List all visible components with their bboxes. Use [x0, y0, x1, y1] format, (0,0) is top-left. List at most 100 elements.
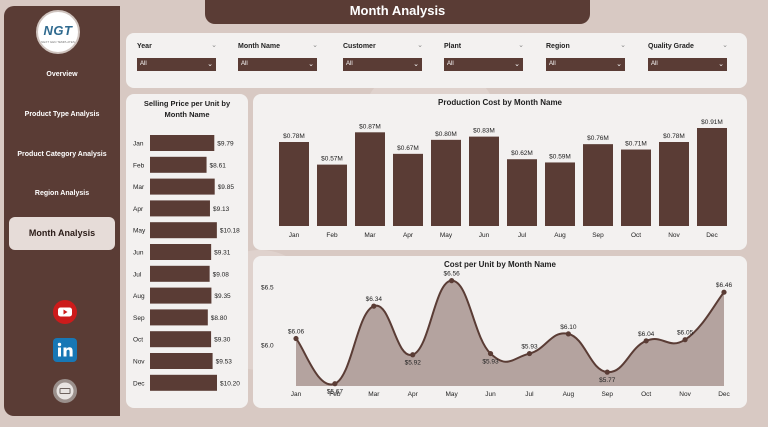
y-tick-label: Mar: [133, 184, 145, 191]
y-tick-label: Jul: [133, 271, 142, 278]
data-point: [643, 338, 649, 344]
data-label: $9.35: [214, 293, 231, 300]
nav-item-month-analysis[interactable]: Month Analysis: [9, 217, 115, 250]
bar: [583, 144, 613, 226]
data-point: [410, 352, 416, 358]
data-label: $0.71M: [625, 141, 647, 148]
data-label: $5.77: [599, 377, 616, 384]
y-tick-label: Dec: [133, 380, 145, 387]
select-value: All: [447, 61, 454, 67]
x-tick-label: Jul: [525, 391, 534, 398]
data-label: $9.08: [213, 271, 230, 278]
quality-grade-select[interactable]: All ⌄: [648, 58, 727, 71]
y-tick-label: $6.5: [261, 285, 274, 292]
filter-label: Year: [137, 43, 152, 50]
bar: [150, 178, 215, 195]
y-tick-label: May: [133, 228, 146, 235]
area-fill: [296, 280, 724, 386]
bar: [150, 331, 212, 348]
plant-select[interactable]: All ⌄: [444, 58, 523, 71]
x-tick-label: Mar: [364, 232, 376, 239]
y-tick-label: Apr: [133, 206, 144, 213]
cost-per-unit-panel: Cost per Unit by Month Name $6.5 $6.0 $6.0…: [253, 256, 747, 408]
nav-item-overview[interactable]: Overview: [46, 71, 78, 78]
chart-title: Cost per Unit by Month Name: [443, 260, 556, 269]
data-label: $6.34: [366, 296, 383, 303]
data-label: $0.57M: [321, 156, 343, 163]
chevron-down-icon[interactable]: ⌄: [312, 42, 318, 49]
data-label: $0.76M: [587, 135, 609, 142]
year-select[interactable]: All ⌄: [137, 58, 216, 71]
data-point: [332, 381, 338, 387]
data-label: $9.30: [214, 337, 231, 344]
data-label: $0.78M: [283, 133, 305, 140]
chevron-down-icon[interactable]: ⌄: [211, 42, 217, 49]
filter-label: Region: [546, 43, 570, 50]
nav-item-region-analysis[interactable]: Region Analysis: [34, 190, 90, 197]
dropdown-arrow-icon: ⌄: [308, 61, 314, 68]
nav-item-product-category-analysis[interactable]: Product Category Analysis: [17, 151, 107, 158]
x-tick-label: Jun: [479, 232, 490, 239]
x-tick-label: Aug: [563, 391, 575, 398]
selling-price-chart: Jan $9.79 Feb $8.61 Mar $9.85 Apr $9.13 May $10.1…: [133, 135, 240, 391]
chevron-down-icon[interactable]: ⌄: [417, 42, 423, 49]
bar: [355, 132, 385, 226]
data-label: $5.67: [327, 389, 344, 396]
nav-item-product-type-analysis[interactable]: Product Type Analysis: [24, 111, 100, 118]
data-label: $9.13: [213, 206, 230, 213]
data-label: $9.85: [218, 184, 235, 191]
x-tick-label: Dec: [718, 391, 730, 398]
data-label: $5.92: [405, 360, 422, 367]
select-value: All: [140, 61, 147, 67]
x-tick-label: Apr: [403, 232, 414, 239]
chevron-down-icon[interactable]: ⌄: [518, 42, 524, 49]
data-label: $6.05: [677, 330, 694, 337]
y-tick-label: Aug: [133, 293, 145, 300]
bar: [659, 142, 689, 226]
chevron-down-icon[interactable]: ⌄: [722, 42, 728, 49]
data-label: $5.93: [521, 344, 538, 351]
logo-subtext: NEXT GEN TEMPLATES: [41, 40, 75, 44]
bar: [697, 128, 727, 226]
data-point: [293, 335, 299, 342]
website-icon[interactable]: [53, 379, 77, 403]
production-cost-panel: Production Cost by Month Name $0.78M Jan $…: [253, 94, 747, 250]
data-point: [371, 303, 377, 309]
data-point: [565, 331, 571, 337]
x-tick-label: Mar: [368, 391, 380, 398]
select-value: All: [241, 61, 248, 67]
y-tick-label: Jun: [133, 250, 144, 257]
data-point: [721, 289, 727, 295]
x-tick-label: Oct: [631, 232, 641, 239]
data-label: $9.53: [216, 359, 233, 366]
region-select[interactable]: All ⌄: [546, 58, 625, 71]
bar: [150, 244, 212, 260]
data-label: $6.56: [443, 271, 460, 278]
youtube-icon[interactable]: [53, 300, 77, 324]
bar: [279, 142, 309, 226]
x-tick-label: Nov: [679, 391, 691, 398]
y-tick-label: Jan: [133, 141, 144, 148]
select-value: All: [346, 61, 353, 67]
bar: [150, 309, 208, 326]
chart-title: Production Cost by Month Name: [438, 98, 562, 107]
bar: [150, 353, 213, 369]
customer-select[interactable]: All ⌄: [343, 58, 422, 71]
data-label: $6.04: [638, 331, 655, 338]
bar: [150, 135, 215, 151]
data-point: [487, 350, 494, 357]
x-tick-label: Nov: [668, 232, 680, 239]
bar: [469, 136, 499, 226]
x-tick-label: Aug: [554, 232, 566, 239]
linkedin-icon[interactable]: [53, 338, 77, 362]
month-name-select[interactable]: All ⌄: [238, 58, 317, 71]
filter-label: Customer: [343, 43, 376, 50]
x-tick-label: Jan: [291, 391, 302, 398]
x-tick-label: Jan: [289, 232, 300, 239]
chevron-down-icon[interactable]: ⌄: [620, 42, 626, 49]
page-title: Month Analysis: [205, 0, 590, 24]
chart-title: Selling Price per Unit by Month Name: [143, 99, 231, 119]
dropdown-arrow-icon: ⌄: [207, 61, 213, 68]
data-label: $6.46: [716, 282, 733, 289]
